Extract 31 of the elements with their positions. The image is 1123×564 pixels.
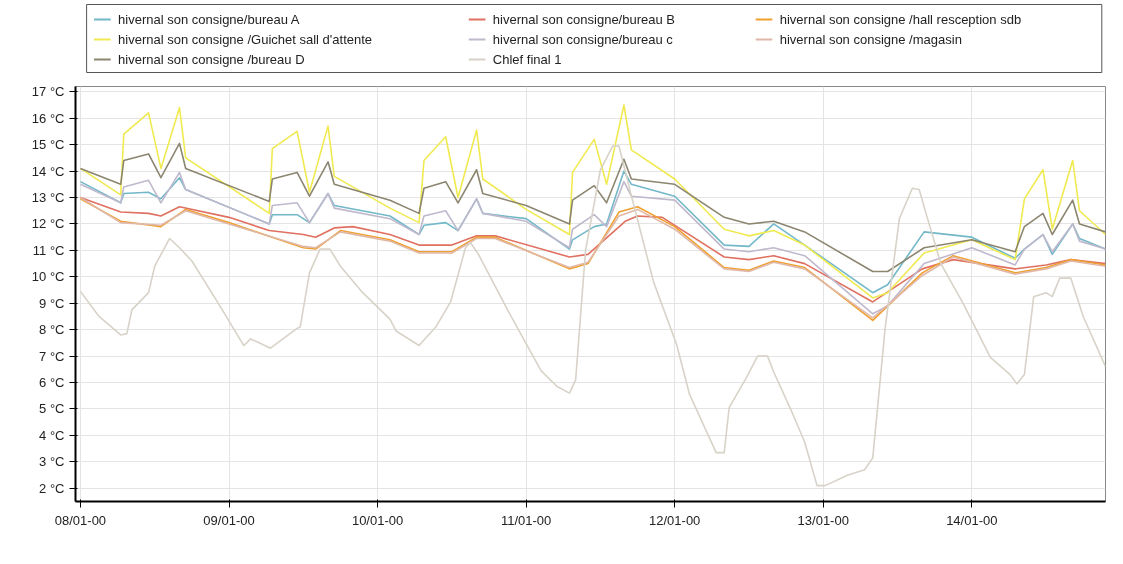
x-tick-label: 10/01-00	[351, 512, 404, 528]
x-tick-label: 08/01-00	[54, 512, 107, 528]
x-tick-label: 11/01-00	[500, 512, 552, 528]
legend-label: hivernal son consigne /hall resception sdb	[779, 12, 1022, 27]
legend-label: hivernal son consigne /bureau D	[118, 52, 305, 67]
y-tick-label: 15 °C	[31, 137, 65, 153]
y-tick-label: 9 °C	[39, 295, 65, 311]
y-tick-label: 6 °C	[39, 375, 65, 391]
y-tick-label: 5 °C	[39, 401, 65, 417]
x-tick-label: 13/01-00	[797, 512, 849, 528]
legend-label: hivernal son consigne/bureau B	[492, 12, 675, 27]
y-tick-label: 12 °C	[31, 216, 65, 232]
x-tick-label: 14/01-00	[946, 512, 998, 528]
y-tick-label: 4 °C	[39, 427, 65, 443]
legend-label: hivernal son consigne /Guichet sall d'attente	[118, 32, 373, 47]
y-tick-label: 3 °C	[39, 454, 65, 470]
legend-label: hivernal son consigne/bureau c	[492, 32, 674, 47]
y-tick-label: 8 °C	[39, 322, 65, 338]
y-tick-label: 11 °C	[32, 242, 65, 258]
y-tick-label: 16 °C	[31, 110, 65, 126]
y-tick-label: 13 °C	[31, 190, 65, 206]
legend-label: Chlef final 1	[492, 52, 562, 67]
y-tick-label: 2 °C	[39, 480, 65, 496]
y-tick-label: 14 °C	[31, 163, 65, 179]
y-tick-label: 17 °C	[31, 84, 65, 100]
x-tick-label: 09/01-00	[203, 512, 255, 528]
legend-label: hivernal son consigne /magasin	[779, 32, 962, 47]
x-tick-label: 12/01-00	[649, 512, 701, 528]
legend-label: hivernal son consigne/bureau A	[118, 12, 300, 27]
y-tick-label: 7 °C	[39, 348, 65, 364]
y-tick-label: 10 °C	[31, 269, 65, 285]
